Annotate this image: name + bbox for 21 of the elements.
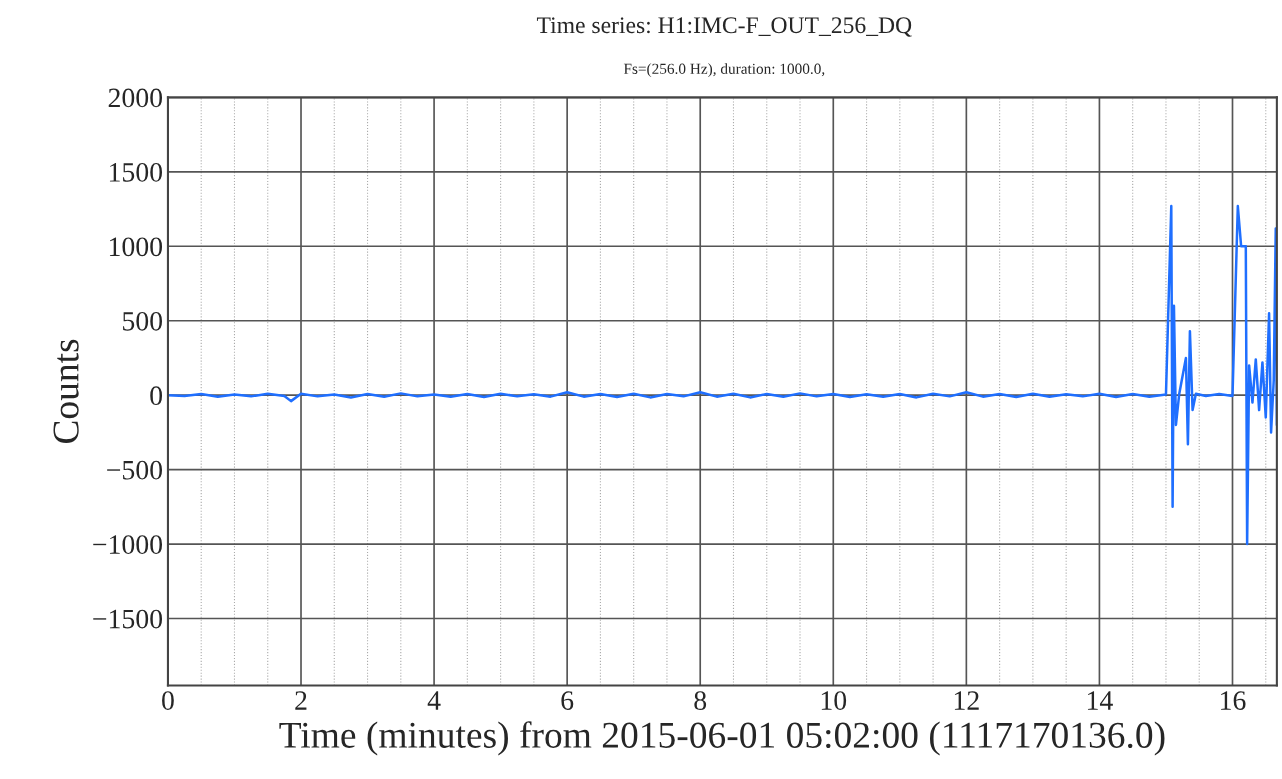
x-tick-label: 8 — [694, 691, 707, 710]
chart-subtitle: Fs=(256.0 Hz), duration: 1000.0, — [623, 63, 825, 78]
line-series — [167, 204, 1277, 546]
y-tick-label: −1000 — [93, 535, 163, 554]
x-tick-label: 6 — [561, 691, 574, 710]
y-tick-label: 2000 — [108, 88, 163, 108]
y-tick-label: −500 — [107, 460, 163, 480]
chart-title: Time series: H1:IMC-F_OUT_256_DQ — [536, 17, 912, 37]
y-tick-label: 500 — [123, 311, 163, 331]
y-axis-title: Counts — [53, 339, 79, 444]
x-tick-label: 10 — [821, 691, 847, 710]
x-axis-title: Time (minutes) from 2015-06-01 05:02:00 (1117170136.0) — [279, 721, 1165, 756]
x-tick-label: 16 — [1221, 691, 1246, 710]
y-tick-label: −1500 — [93, 609, 163, 629]
y-tick-label: 1500 — [109, 162, 163, 182]
x-tick-label: 2 — [295, 691, 307, 710]
x-tick-label: 14 — [1087, 691, 1113, 710]
y-tick-label: 0 — [150, 386, 163, 406]
x-tick-label: 4 — [427, 691, 441, 710]
y-tick-label: 1000 — [109, 237, 163, 257]
x-tick-label: 12 — [954, 691, 979, 710]
